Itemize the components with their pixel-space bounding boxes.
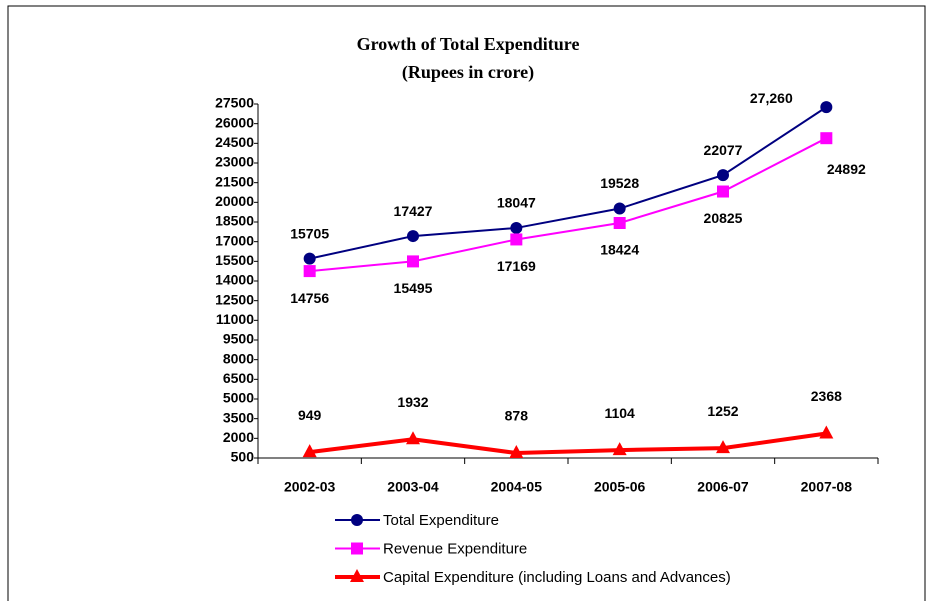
x-tick-label: 2003-04 [387,479,439,495]
y-tick-label: 15500 [215,252,254,268]
data-label: 18424 [600,242,639,258]
y-tick-label: 9500 [223,331,254,347]
marker [350,569,364,582]
x-tick-label: 2002-03 [284,479,336,495]
y-tick-label: 3500 [223,409,254,425]
y-tick-label: 6500 [223,370,254,386]
data-label: 24892 [827,161,866,177]
marker [612,442,627,456]
y-tick-label: 23000 [215,154,254,170]
series-line [309,431,827,456]
data-label: 1104 [604,405,635,421]
x-tick-label: 2006-07 [697,479,749,495]
y-tick-label: 24500 [215,134,254,150]
y-tick-label: 20000 [215,193,254,209]
y-tick-label: 14000 [215,272,254,288]
y-tick-label: 8000 [223,350,254,366]
frame [7,5,926,601]
y-tick-label: 500 [231,449,255,465]
marker [351,542,363,555]
series-line [309,106,827,260]
data-label: 14756 [290,290,329,306]
marker [302,444,317,458]
marker [303,252,316,265]
data-label: 878 [505,408,529,424]
marker [351,514,363,526]
marker [820,132,833,145]
data-label: 15705 [290,225,329,241]
y-tick-label: 27500 [215,95,254,111]
marker [716,440,730,454]
y-tick-label: 18500 [215,213,254,229]
y-tick-label: 17000 [215,232,254,248]
data-label: 22077 [704,142,743,158]
x-tick-label: 2005-06 [594,479,646,495]
data-label: 17427 [394,203,433,219]
marker [510,221,523,234]
x-tick-label: 2004-05 [491,479,543,495]
chart-subtitle: (Rupees in crore) [402,62,534,83]
legend-label: Revenue Expenditure [383,540,527,557]
marker [510,233,523,246]
data-label: 15495 [394,280,433,296]
marker [820,101,833,114]
data-label: 1932 [397,394,428,410]
marker [613,216,626,229]
data-label: 1252 [707,403,738,419]
legend-label: Total Expenditure [383,512,499,529]
marker [819,425,834,439]
marker [407,255,419,268]
data-label: 949 [298,407,322,423]
marker [303,265,316,278]
y-tick-label: 21500 [215,173,254,189]
marker [717,185,729,198]
x-tick-label: 2007-08 [801,479,853,495]
data-label: 20825 [704,210,743,226]
series-line [309,137,827,273]
y-tick-label: 11000 [216,311,254,327]
data-label: 27,260 [750,90,793,106]
data-label: 2368 [811,388,842,404]
marker [407,230,419,243]
marker [613,202,626,215]
data-label: 19528 [600,175,639,191]
y-tick-label: 12500 [215,291,254,307]
data-label: 18047 [497,195,536,211]
legend-label: Capital Expenditure (including Loans and… [383,569,731,586]
y-tick-label: 5000 [223,390,254,406]
data-label: 17169 [497,258,536,274]
marker [717,169,729,182]
y-tick-label: 2000 [223,429,254,445]
y-tick-label: 26000 [215,114,254,130]
chart-title: Growth of Total Expenditure [357,34,580,54]
marker [406,431,420,445]
marker [509,445,524,459]
